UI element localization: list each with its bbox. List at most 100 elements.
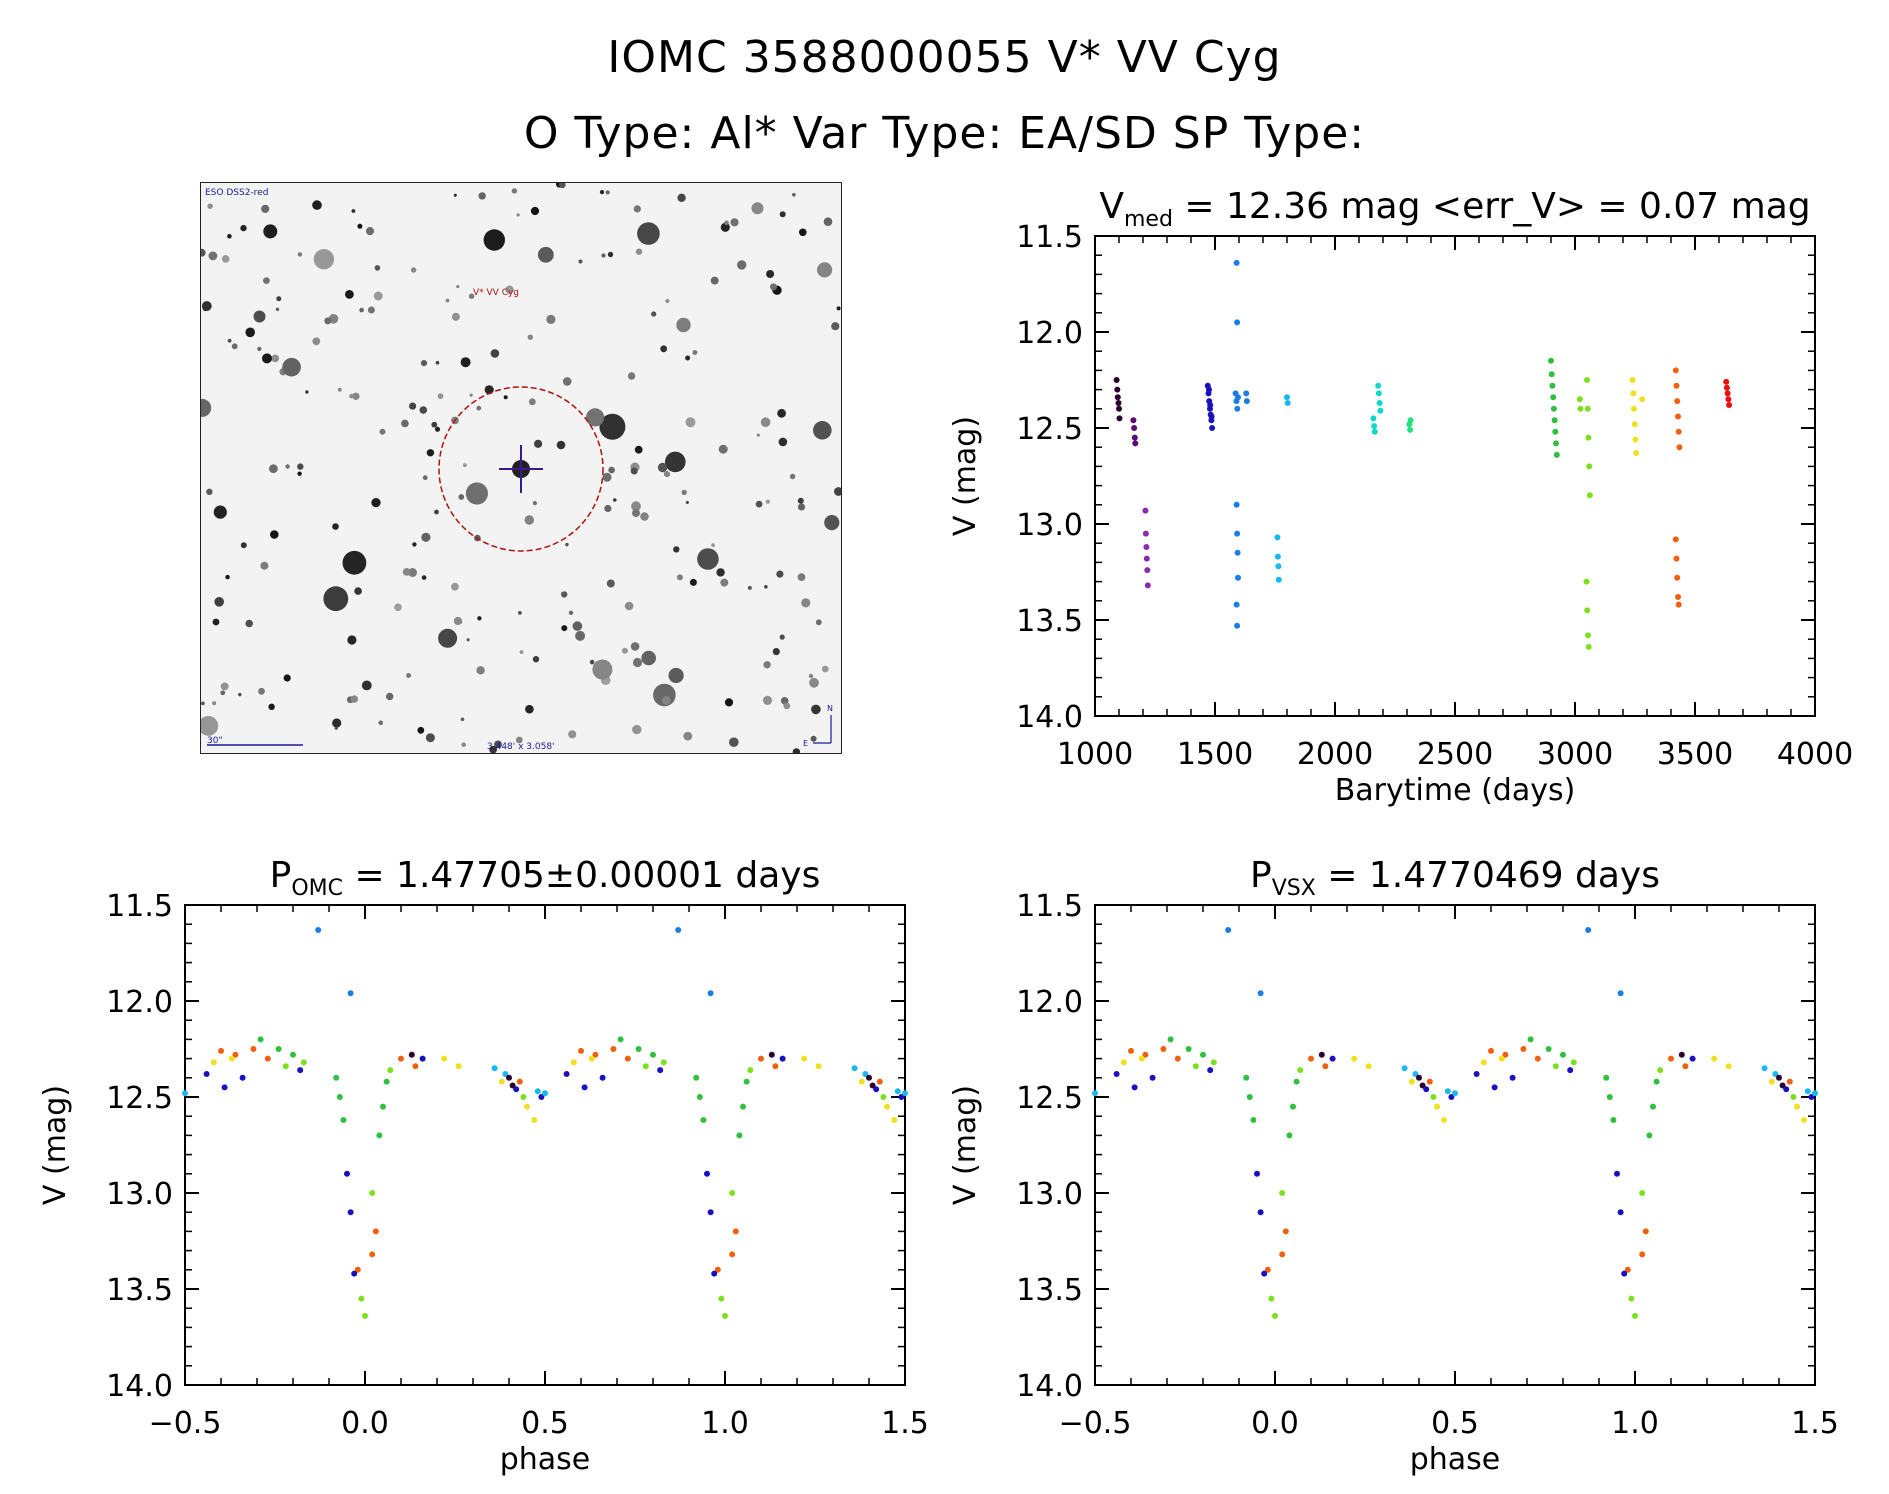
star: [778, 437, 788, 447]
data-point: [1585, 643, 1592, 650]
data-point: [1274, 534, 1281, 541]
star: [208, 251, 218, 261]
data-point: [693, 1074, 700, 1081]
data-point: [1642, 1228, 1649, 1235]
phase_omc-series-outlier: [315, 927, 714, 997]
data-point: [1243, 390, 1250, 397]
star: [269, 464, 278, 474]
data-point: [891, 1117, 898, 1123]
data-point: [1131, 1084, 1138, 1091]
data-point: [1200, 1051, 1206, 1058]
data-point: [1552, 1063, 1559, 1070]
data-point: [866, 1074, 872, 1081]
star: [431, 421, 438, 428]
star: [478, 192, 486, 200]
star: [438, 628, 458, 648]
phase_vsx-series-cyan: [1092, 1065, 1818, 1097]
star: [323, 586, 349, 612]
data-point: [1114, 394, 1121, 401]
x-tick-label: 2500: [1417, 737, 1493, 772]
data-point: [1633, 450, 1640, 456]
data-point: [657, 1067, 664, 1074]
data-point: [513, 1086, 520, 1093]
data-point: [1724, 390, 1731, 397]
data-point: [563, 1071, 570, 1077]
star: [602, 472, 612, 482]
data-point: [542, 1090, 548, 1097]
y-tick-label: 12.0: [106, 985, 173, 1020]
data-point: [441, 1055, 448, 1062]
data-point: [1308, 1055, 1314, 1062]
star: [755, 500, 763, 508]
star: [240, 542, 247, 549]
star: [692, 350, 698, 355]
star: [634, 445, 643, 454]
data-point: [1668, 1055, 1674, 1062]
star: [212, 701, 217, 706]
star: [297, 471, 302, 476]
data-point: [1116, 405, 1122, 412]
data-point: [1275, 576, 1282, 583]
data-point: [210, 1059, 217, 1066]
data-point: [1131, 434, 1138, 441]
star: [483, 229, 505, 251]
data-point: [884, 1103, 890, 1110]
star: [275, 307, 280, 311]
data-point: [1144, 582, 1151, 589]
star: [532, 501, 537, 506]
star: [770, 283, 777, 291]
data-point: [1473, 1071, 1480, 1077]
star: [419, 406, 428, 414]
data-point: [588, 1055, 595, 1062]
data-point: [1441, 1117, 1448, 1123]
data-point: [257, 1036, 264, 1043]
data-point: [412, 1063, 419, 1070]
data-point: [635, 1046, 642, 1052]
data-point: [768, 1051, 775, 1058]
data-point: [772, 1063, 779, 1070]
star: [231, 343, 238, 350]
data-point: [1167, 1036, 1174, 1043]
y-tick-label: 12.0: [1016, 316, 1083, 351]
data-point: [1207, 405, 1213, 412]
star: [586, 408, 605, 427]
star: [789, 473, 796, 480]
star: [257, 346, 262, 352]
data-point: [1488, 1047, 1494, 1054]
star: [518, 611, 522, 615]
data-point: [1257, 990, 1264, 997]
y-tick-label: 14.0: [106, 1369, 173, 1404]
star: [426, 449, 435, 457]
data-point: [1794, 1103, 1800, 1110]
star: [245, 619, 253, 628]
star: [220, 682, 229, 691]
star: [737, 260, 747, 270]
y-tick-label: 11.5: [106, 889, 173, 924]
star: [762, 695, 773, 706]
lightcurve-title: Vmed = 12.36 mag <err_V> = 0.07 mag: [1099, 186, 1810, 232]
data-point: [880, 1094, 887, 1100]
data-point: [1434, 1103, 1440, 1110]
star: [379, 428, 386, 435]
data-point: [531, 1117, 538, 1123]
star: [801, 598, 811, 608]
y-tick-label: 12.5: [1016, 412, 1083, 447]
star: [747, 585, 752, 590]
star: [760, 417, 771, 427]
lightcurve-series-g3: [1142, 507, 1151, 589]
lightcurve-series-g7: [1370, 382, 1384, 435]
data-point: [1207, 411, 1214, 418]
star: [565, 542, 569, 547]
data-point: [491, 1065, 498, 1072]
data-point: [300, 1059, 307, 1066]
data-point: [1286, 1132, 1293, 1139]
star: [813, 421, 832, 440]
figure-subtitle: O Type: Al* Var Type: EA/SD SP Type:: [523, 108, 1366, 159]
data-point: [1585, 434, 1592, 441]
data-point: [1234, 319, 1241, 326]
star: [632, 657, 643, 668]
data-point: [1116, 415, 1123, 422]
data-point: [1639, 396, 1646, 403]
target-circle: [438, 386, 604, 552]
